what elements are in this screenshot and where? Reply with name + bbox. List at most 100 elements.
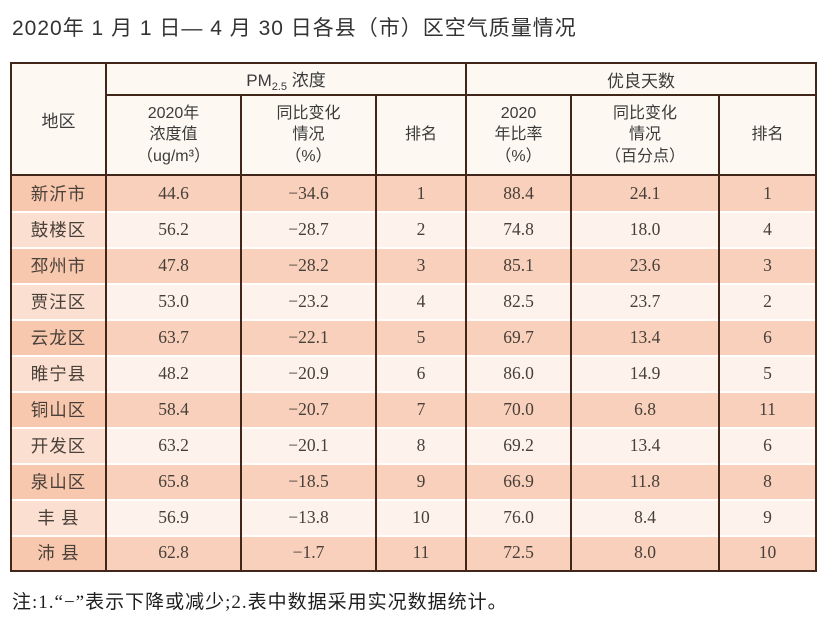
pm-change-cell: −20.9 [240,355,377,391]
days-rank-cell: 9 [718,499,818,535]
region-cell: 沛 县 [10,535,107,571]
table-row: 云龙区 63.7 −22.1 5 69.7 13.4 6 [10,319,818,355]
days-rate-cell: 82.5 [465,283,573,319]
col-header-region: 地区 [10,62,107,176]
table-row: 沛 县 62.8 −1.7 11 72.5 8.0 10 [10,535,818,571]
days-change-cell: 23.7 [570,283,721,319]
group-header-good-days: 优良天数 [465,62,818,96]
table-row: 开发区 63.2 −20.1 8 69.2 13.4 6 [10,427,818,463]
pm25-label-prefix: PM [246,70,272,90]
days-change-cell: 14.9 [570,355,721,391]
table-row: 鼓楼区 56.2 −28.7 2 74.8 18.0 4 [10,211,818,247]
days-rate-cell: 66.9 [465,463,573,499]
footnote: 注:1.“−”表示下降或减少;2.表中数据采用实况数据统计。 [12,592,508,613]
days-change-cell: 6.8 [570,391,721,427]
pm-rank-cell: 7 [374,391,468,427]
pm-rank-cell: 4 [374,283,468,319]
table-row: 丰 县 56.9 −13.8 10 76.0 8.4 9 [10,499,818,535]
days-change-cell: 11.8 [570,463,721,499]
col-header-days-rank: 排名 [718,94,818,176]
pm-value-cell: 56.9 [105,499,242,535]
pm-change-cell: −20.7 [240,391,377,427]
days-rank-cell: 3 [718,247,818,283]
col-header-pm-value: 2020年 浓度值 （ug/m³） [105,94,242,176]
days-rank-cell: 6 [718,427,818,463]
days-rank-cell: 2 [718,283,818,319]
pm-change-cell: −18.5 [240,463,377,499]
pm-value-cell: 58.4 [105,391,242,427]
region-cell: 贾汪区 [10,283,107,319]
group-header-row: 地区 PM2.5 浓度 优良天数 [10,62,818,176]
days-rate-cell: 69.2 [465,427,573,463]
days-change-cell: 23.6 [570,247,721,283]
table-row: 泉山区 65.8 −18.5 9 66.9 11.8 8 [10,463,818,499]
days-change-cell: 8.4 [570,499,721,535]
table-header: 地区 PM2.5 浓度 优良天数 2020年 浓度值 （ug/m³） 同比变化 … [10,62,818,176]
days-rank-cell: 4 [718,211,818,247]
days-rate-cell: 70.0 [465,391,573,427]
col-header-days-change: 同比变化 情况 （百分点） [570,94,721,176]
pm-change-cell: −1.7 [240,535,377,571]
pm-value-cell: 63.7 [105,319,242,355]
region-cell: 新沂市 [10,175,107,211]
days-rank-cell: 6 [718,319,818,355]
days-change-cell: 13.4 [570,427,721,463]
col-header-pm-rank: 排名 [374,94,468,176]
region-cell: 鼓楼区 [10,211,107,247]
table-row: 贾汪区 53.0 −23.2 4 82.5 23.7 2 [10,283,818,319]
days-rate-cell: 74.8 [465,211,573,247]
pm-rank-cell: 10 [374,499,468,535]
pm-value-cell: 62.8 [105,535,242,571]
days-rate-cell: 88.4 [465,175,573,211]
region-cell: 邳州市 [10,247,107,283]
region-cell: 睢宁县 [10,355,107,391]
pm-rank-cell: 5 [374,319,468,355]
pm-rank-cell: 3 [374,247,468,283]
pm-value-cell: 53.0 [105,283,242,319]
table-body: 新沂市 44.6 −34.6 1 88.4 24.1 1 鼓楼区 56.2 −2… [10,175,818,571]
days-rate-cell: 86.0 [465,355,573,391]
pm-change-cell: −22.1 [240,319,377,355]
days-rate-cell: 76.0 [465,499,573,535]
region-cell: 泉山区 [10,463,107,499]
days-change-cell: 24.1 [570,175,721,211]
days-change-cell: 18.0 [570,211,721,247]
col-header-pm-change: 同比变化 情况 （%） [240,94,377,176]
days-rank-cell: 1 [718,175,818,211]
table-row: 睢宁县 48.2 −20.9 6 86.0 14.9 5 [10,355,818,391]
days-change-cell: 8.0 [570,535,721,571]
days-change-cell: 13.4 [570,319,721,355]
days-rate-cell: 69.7 [465,319,573,355]
table-row: 铜山区 58.4 −20.7 7 70.0 6.8 11 [10,391,818,427]
pm-rank-cell: 1 [374,175,468,211]
region-cell: 云龙区 [10,319,107,355]
pm25-subscript: 2.5 [271,80,288,93]
group-header-pm25: PM2.5 浓度 [104,62,468,96]
page-title: 2020年 1 月 1 日— 4 月 30 日各县（市）区空气质量情况 [12,17,577,40]
days-rank-cell: 8 [718,463,818,499]
pm-change-cell: −28.2 [240,247,377,283]
table-row: 新沂市 44.6 −34.6 1 88.4 24.1 1 [10,175,818,211]
col-header-days-rate: 2020 年比率 （%） [465,94,573,176]
pm-rank-cell: 8 [374,427,468,463]
air-quality-table: 地区 PM2.5 浓度 优良天数 2020年 浓度值 （ug/m³） 同比变化 … [10,62,818,572]
pm-value-cell: 65.8 [105,463,242,499]
pm-rank-cell: 6 [374,355,468,391]
region-cell: 开发区 [10,427,107,463]
region-cell: 丰 县 [10,499,107,535]
days-rank-cell: 11 [718,391,818,427]
pm-rank-cell: 2 [374,211,468,247]
pm25-label-suffix: 浓度 [287,70,326,90]
pm-value-cell: 44.6 [105,175,242,211]
pm-value-cell: 48.2 [105,355,242,391]
pm-rank-cell: 11 [374,535,468,571]
days-rate-cell: 72.5 [465,535,573,571]
pm-value-cell: 63.2 [105,427,242,463]
pm-rank-cell: 9 [374,463,468,499]
region-cell: 铜山区 [10,391,107,427]
days-rate-cell: 85.1 [465,247,573,283]
pm-value-cell: 56.2 [105,211,242,247]
days-rank-cell: 10 [718,535,818,571]
pm-change-cell: −34.6 [240,175,377,211]
